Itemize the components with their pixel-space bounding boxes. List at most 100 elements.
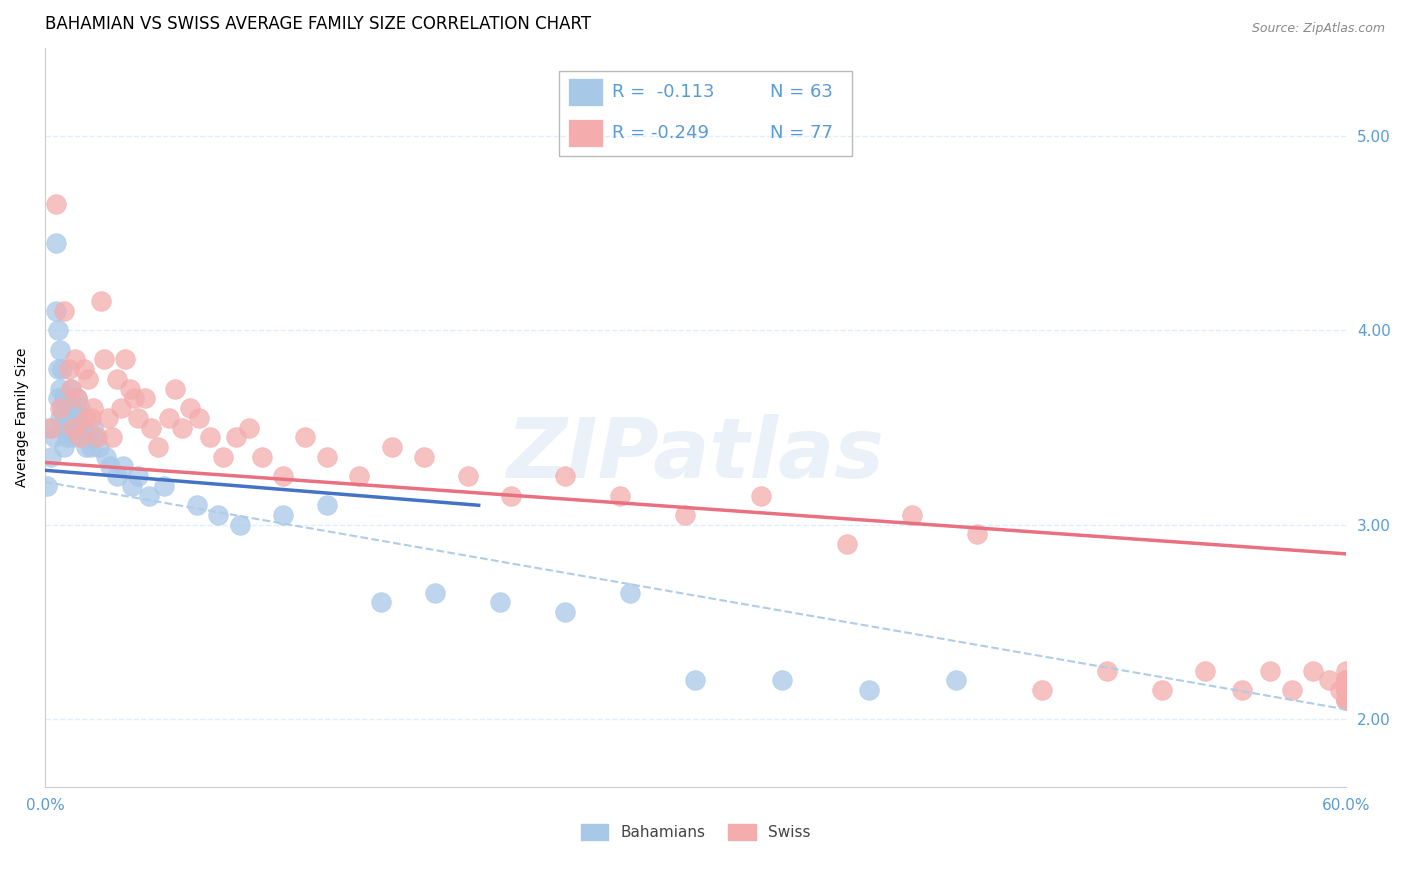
Point	[1097, 664, 1119, 678]
Point	[46, 362, 69, 376]
Point	[1334, 692, 1357, 706]
Point	[77, 430, 100, 444]
Point	[98, 459, 121, 474]
Point	[75, 440, 97, 454]
Point	[49, 401, 72, 415]
Point	[146, 440, 169, 454]
Point	[315, 498, 337, 512]
Point	[62, 410, 84, 425]
Point	[294, 430, 316, 444]
Point	[127, 469, 149, 483]
Point	[685, 673, 707, 688]
Point	[609, 489, 631, 503]
Point	[157, 410, 180, 425]
Point	[118, 382, 141, 396]
Point	[49, 343, 72, 357]
Point	[1334, 692, 1357, 706]
Point	[187, 410, 209, 425]
Point	[97, 410, 120, 425]
Point	[141, 420, 163, 434]
Point	[138, 489, 160, 503]
Point	[82, 420, 104, 434]
Point	[75, 410, 97, 425]
Text: BAHAMIAN VS SWISS AVERAGE FAMILY SIZE CORRELATION CHART: BAHAMIAN VS SWISS AVERAGE FAMILY SIZE CO…	[45, 15, 591, 33]
Point	[370, 595, 392, 609]
Point	[66, 392, 89, 406]
Point	[413, 450, 436, 464]
Point	[1194, 664, 1216, 678]
Point	[554, 469, 576, 483]
Point	[59, 382, 82, 396]
Point	[425, 586, 447, 600]
Point	[86, 430, 108, 444]
Point	[62, 420, 84, 434]
Point	[82, 401, 104, 415]
Point	[51, 401, 73, 415]
Point	[105, 372, 128, 386]
Point	[59, 401, 82, 415]
Point	[1031, 682, 1053, 697]
Point	[238, 420, 260, 434]
Point	[53, 304, 76, 318]
Point	[315, 450, 337, 464]
Point	[198, 430, 221, 444]
Point	[69, 430, 91, 444]
Point	[1334, 673, 1357, 688]
Point	[58, 420, 80, 434]
Point	[55, 410, 77, 425]
Point	[90, 294, 112, 309]
Point	[45, 197, 67, 211]
Point	[1302, 664, 1324, 678]
Point	[1230, 682, 1253, 697]
Point	[250, 450, 273, 464]
Point	[153, 479, 176, 493]
Point	[901, 508, 924, 522]
Point	[1329, 682, 1351, 697]
Point	[381, 440, 404, 454]
Point	[65, 401, 87, 415]
Point	[45, 235, 67, 250]
Point	[179, 401, 201, 415]
Point	[501, 489, 523, 503]
Point	[49, 410, 72, 425]
Point	[79, 440, 101, 454]
Point	[59, 382, 82, 396]
Point	[112, 459, 135, 474]
Point	[225, 430, 247, 444]
Point	[38, 420, 60, 434]
Point	[110, 401, 132, 415]
Point	[51, 362, 73, 376]
Point	[619, 586, 641, 600]
Point	[1334, 673, 1357, 688]
Point	[45, 304, 67, 318]
Point	[46, 323, 69, 337]
Point	[69, 420, 91, 434]
Point	[1334, 673, 1357, 688]
Point	[1317, 673, 1340, 688]
Point	[55, 392, 77, 406]
Point	[105, 469, 128, 483]
Point	[1334, 682, 1357, 697]
Point	[134, 392, 156, 406]
Point	[65, 352, 87, 367]
Point	[1334, 682, 1357, 697]
Point	[66, 392, 89, 406]
Point	[101, 430, 124, 444]
Point	[73, 362, 96, 376]
Point	[69, 401, 91, 415]
Point	[51, 420, 73, 434]
Point	[165, 382, 187, 396]
Point	[837, 537, 859, 551]
Point	[1334, 673, 1357, 688]
Point	[49, 382, 72, 396]
Point	[53, 440, 76, 454]
Point	[114, 352, 136, 367]
Point	[121, 479, 143, 493]
Point	[93, 352, 115, 367]
Point	[170, 420, 193, 434]
Point	[207, 508, 229, 522]
Point	[1334, 682, 1357, 697]
Point	[58, 362, 80, 376]
Point	[83, 430, 105, 444]
Point	[58, 401, 80, 415]
